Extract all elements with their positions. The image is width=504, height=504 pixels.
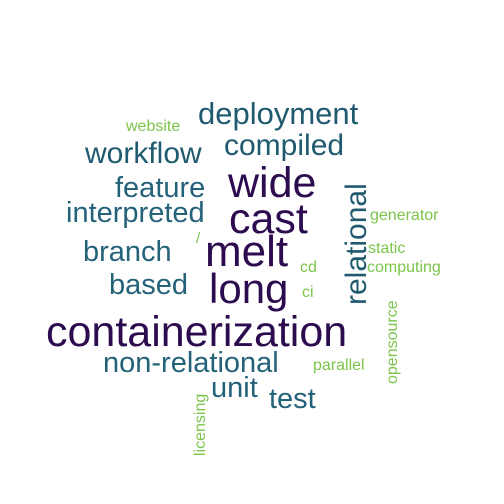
word-static: static [368, 240, 406, 257]
word-deployment: deployment [198, 96, 359, 131]
word-workflow: workflow [85, 137, 202, 170]
word-licensing: licensing [192, 393, 209, 456]
word-containerization: containerization [46, 308, 348, 356]
word-based: based [109, 269, 189, 301]
word-cast: cast [229, 195, 308, 243]
word-melt: melt [205, 227, 289, 276]
word-slash: / [196, 230, 201, 247]
word-website: website [126, 118, 181, 135]
word-opensource: opensource [384, 300, 401, 384]
word-branch: branch [83, 236, 172, 268]
word-interpreted: interpreted [66, 197, 205, 229]
word-feature: feature [115, 172, 206, 204]
word-test: test [269, 383, 316, 415]
word-non-relational: non-relational [103, 347, 279, 379]
word-unit: unit [211, 372, 258, 404]
word-ci: ci [302, 284, 314, 301]
word-generator: generator [370, 207, 439, 224]
word-wide: wide [228, 159, 317, 207]
word-parallel: parallel [313, 357, 365, 374]
word-computing: computing [367, 259, 441, 276]
word-long: long [209, 265, 289, 312]
word-compiled: compiled [224, 129, 345, 162]
word-cd: cd [300, 259, 317, 276]
